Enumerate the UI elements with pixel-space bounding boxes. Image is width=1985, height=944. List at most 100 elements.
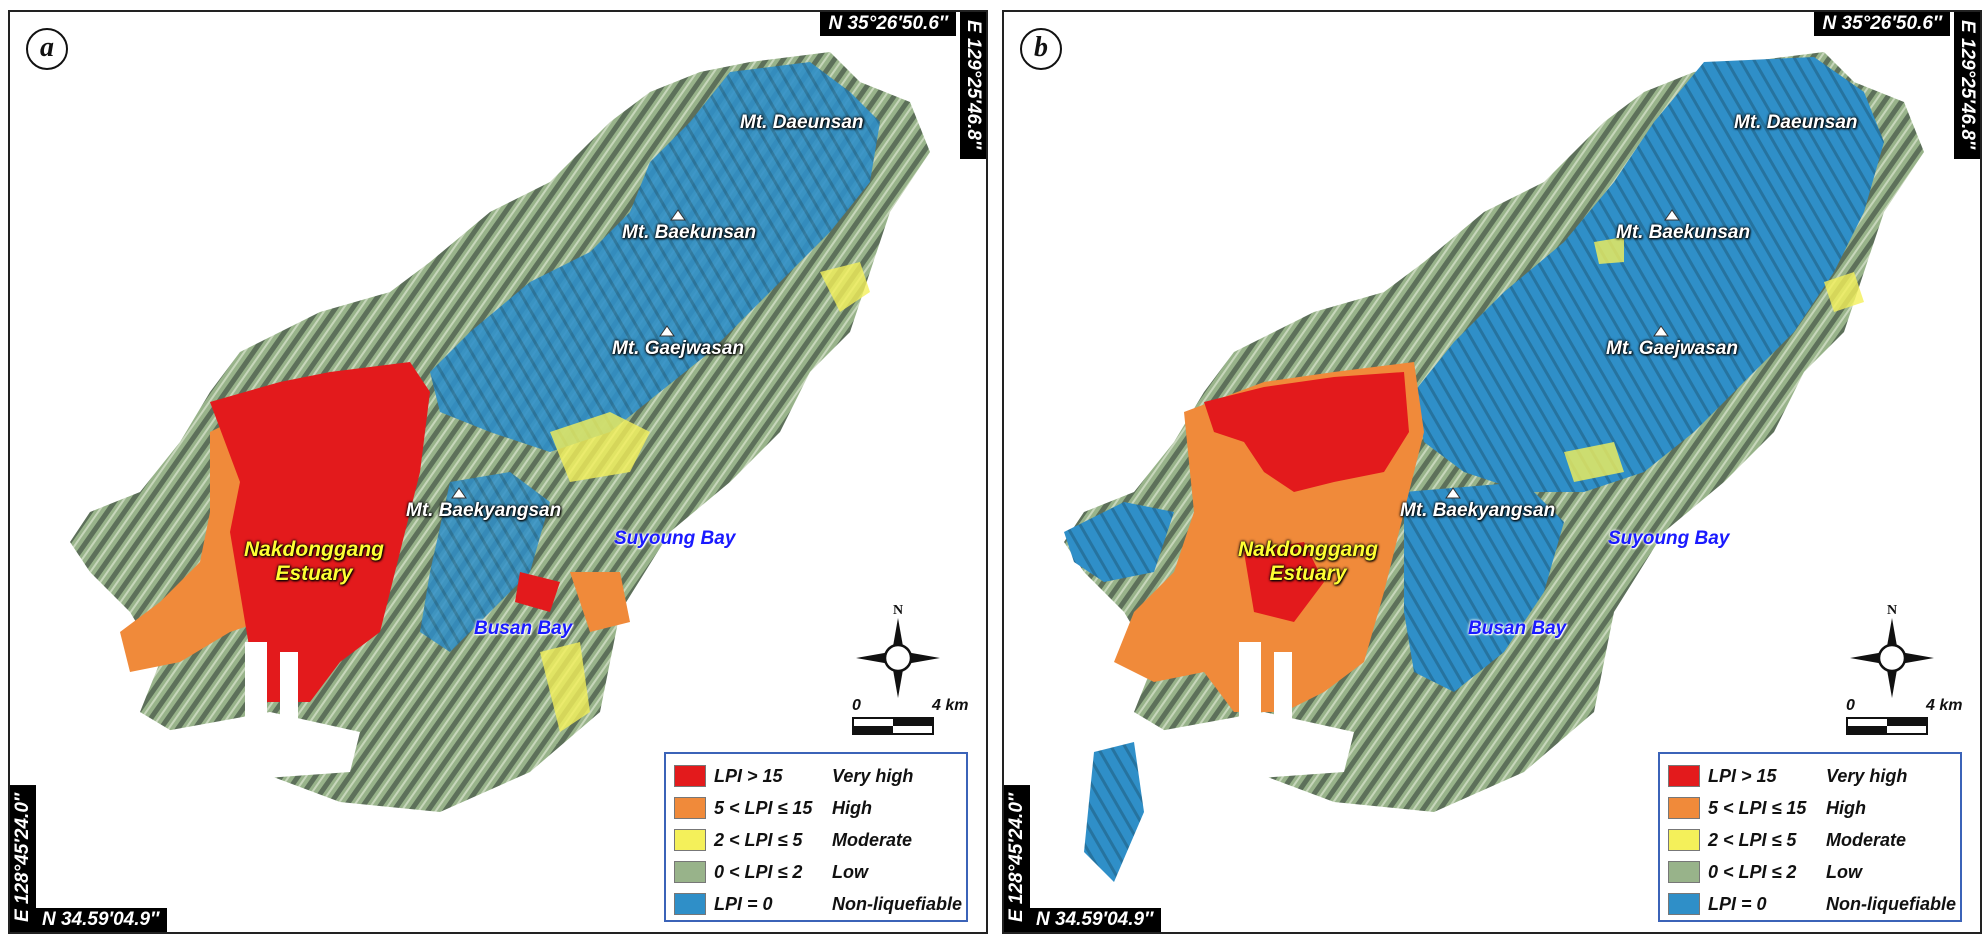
coordinate-right: E 129°25′46.8″ [960, 12, 986, 160]
legend-range: 5 < LPI ≤ 15 [1708, 798, 1807, 818]
legend-row-high: 5 < LPI ≤ 15 High [1668, 796, 1958, 820]
legend-class: Moderate [832, 830, 913, 850]
coordinate-left: E 128°45′24.0″ [1004, 784, 1030, 932]
zone-non-liquefiable-sw [1084, 742, 1144, 882]
scale-start: 0 [1846, 697, 1855, 714]
label-suyoung-bay: Suyoung Bay [614, 528, 736, 549]
zone-moderate-2 [1824, 272, 1864, 312]
liquefaction-map-b [1064, 52, 1924, 882]
zone-moderate [550, 412, 650, 482]
coordinate-top: N 35°26′50.6″ [1814, 12, 1950, 36]
label-estuary: Nakdonggang Estuary [244, 538, 384, 586]
legend-class: Moderate [1826, 830, 1907, 850]
scale-bar-graphic [1846, 717, 1928, 735]
legend-swatch [674, 765, 706, 787]
label-mt-gaejwasan: Mt. Gaejwasan [612, 338, 744, 359]
peak-marker [1653, 325, 1669, 337]
zone-moderate-2 [820, 262, 870, 312]
label-estuary-line2: Estuary [1269, 562, 1347, 585]
peak-marker [451, 487, 467, 499]
panel-label: a [26, 28, 68, 70]
label-mt-daeunsan: Mt. Daeunsan [1734, 112, 1858, 133]
scale-bar: 0 4 km [852, 697, 972, 737]
label-mt-baekyangsan: Mt. Baekyangsan [406, 500, 562, 521]
label-estuary-line1: Nakdonggang [244, 538, 384, 561]
legend-range: 0 < LPI ≤ 2 [714, 862, 803, 882]
legend-range: 2 < LPI ≤ 5 [714, 830, 803, 850]
harbor-gap [1154, 712, 1354, 782]
legend-row-very-high: LPI > 15 Very high [674, 764, 964, 788]
peak-marker [1445, 487, 1461, 499]
legend-swatch [1668, 765, 1700, 787]
label-mt-baekunsan: Mt. Baekunsan [1616, 222, 1751, 243]
zone-very-high [1204, 372, 1409, 492]
legend-row-low: 0 < LPI ≤ 2 Low [674, 860, 964, 884]
label-busan-bay: Busan Bay [474, 618, 573, 639]
legend-range: 5 < LPI ≤ 15 [714, 798, 813, 818]
scale-end: 4 km [1926, 697, 1963, 714]
north-arrow-icon: N [1850, 603, 1934, 698]
zone-moderate-3 [540, 642, 590, 732]
legend-swatch [1668, 829, 1700, 851]
legend-range: 2 < LPI ≤ 5 [1708, 830, 1797, 850]
zone-very-high-2 [1244, 542, 1324, 622]
legend-row-moderate: 2 < LPI ≤ 5 Moderate [1668, 828, 1958, 852]
coordinate-top: N 35°26′50.6″ [820, 12, 956, 36]
coordinate-left: E 128°45′24.0″ [10, 784, 36, 932]
peak-marker [1778, 117, 1794, 129]
zone-non-liquefiable-west [1064, 502, 1174, 582]
label-estuary: Nakdonggang Estuary [1238, 538, 1378, 586]
legend-class: Non-liquefiable [1826, 894, 1956, 914]
harbor-gap [160, 712, 360, 782]
label-busan-bay: Busan Bay [1468, 618, 1567, 639]
compass-north: N [893, 603, 903, 618]
zone-moderate-3 [1594, 237, 1624, 264]
legend-class: Low [832, 862, 868, 882]
peak-marker [784, 117, 800, 129]
legend: LPI > 15 Very high 5 < LPI ≤ 15 High 2 <… [664, 752, 968, 922]
legend-swatch [1668, 893, 1700, 915]
legend-class: High [832, 798, 872, 818]
label-estuary-line1: Nakdonggang [1238, 538, 1378, 561]
legend-swatch [674, 829, 706, 851]
label-suyoung-bay: Suyoung Bay [1608, 528, 1730, 549]
legend-class: Very high [1826, 766, 1908, 786]
legend-class: Low [1826, 862, 1862, 882]
label-mt-gaejwasan: Mt. Gaejwasan [1606, 338, 1738, 359]
zone-non-liquefiable [1414, 57, 1884, 492]
legend-row-very-high: LPI > 15 Very high [1668, 764, 1958, 788]
liquefaction-map-a [70, 52, 930, 812]
legend-row-moderate: 2 < LPI ≤ 5 Moderate [674, 828, 964, 852]
coordinate-right: E 129°25′46.8″ [1954, 12, 1980, 160]
zone-high-2 [570, 572, 630, 632]
panel-label: b [1020, 28, 1062, 70]
peak-marker [670, 209, 686, 221]
legend-class: Very high [832, 766, 914, 786]
label-mt-baekunsan: Mt. Baekunsan [622, 222, 757, 243]
zone-non-liquefiable-south [420, 472, 550, 652]
river-gap-2 [1274, 652, 1292, 732]
peak-marker [659, 325, 675, 337]
scale-start: 0 [852, 697, 861, 714]
river-gap-2 [280, 652, 298, 732]
legend-class: High [1826, 798, 1866, 818]
legend-row-non-liquefiable: LPI = 0 Non-liquefiable [1668, 892, 1958, 916]
legend-row-low: 0 < LPI ≤ 2 Low [1668, 860, 1958, 884]
zone-non-liquefiable [430, 62, 880, 452]
legend-range: LPI > 15 [714, 766, 783, 786]
legend-swatch [674, 893, 706, 915]
scale-end: 4 km [932, 697, 969, 714]
legend-row-high: 5 < LPI ≤ 15 High [674, 796, 964, 820]
zone-moderate [1564, 442, 1624, 482]
legend-row-non-liquefiable: LPI = 0 Non-liquefiable [674, 892, 964, 916]
coordinate-bottom: N 34.59′04.9″ [1028, 908, 1162, 932]
compass-north: N [1887, 603, 1897, 618]
legend-range: LPI > 15 [1708, 766, 1777, 786]
legend-swatch [674, 797, 706, 819]
label-mt-baekyangsan: Mt. Baekyangsan [1400, 500, 1556, 521]
map-panel-a: a N 35°26′50.6″ E 129°25′46.8″ E 128°45′… [8, 10, 988, 934]
scale-bar-graphic [852, 717, 934, 735]
legend-range: 0 < LPI ≤ 2 [1708, 862, 1797, 882]
zone-very-high-2 [515, 572, 560, 612]
scale-bar: 0 4 km [1846, 697, 1966, 737]
